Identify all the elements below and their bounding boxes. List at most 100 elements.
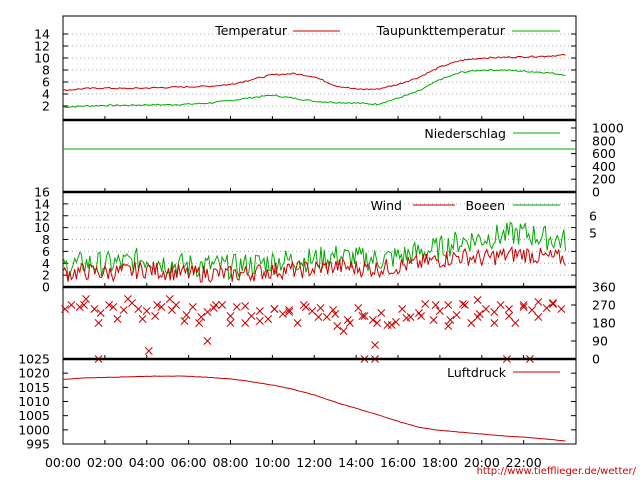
- direction-mark: [505, 305, 513, 313]
- direction-mark: [144, 347, 153, 355]
- wind-direction-y-ticks: 0 90 180 270 360: [571, 280, 616, 367]
- direction-mark: [197, 313, 206, 321]
- direction-mark: [377, 309, 386, 317]
- direction-mark: [113, 315, 122, 323]
- x-tick-label: 10:00: [254, 455, 290, 470]
- direction-mark: [431, 301, 440, 309]
- y-tick-label-right: 800: [592, 133, 616, 148]
- direction-mark: [528, 306, 536, 314]
- y-tick-label: 12: [34, 39, 50, 54]
- x-tick-label: 00:00: [45, 455, 81, 470]
- series-line-temperatur: [62, 53, 566, 92]
- direction-mark: [371, 341, 379, 349]
- legend-wind-label: Wind: [371, 198, 402, 213]
- direction-mark: [490, 319, 499, 327]
- direction-mark: [549, 300, 557, 308]
- direction-mark: [519, 301, 528, 309]
- direction-mark: [482, 305, 490, 313]
- y-tick-label-right: 200: [592, 172, 616, 187]
- direction-mark: [421, 300, 430, 308]
- y-tick-label: 6: [42, 244, 50, 259]
- direction-mark: [247, 312, 256, 320]
- direction-mark: [435, 307, 444, 315]
- y-tick-label-right: 0: [592, 352, 600, 367]
- y-tick-label-right: 600: [592, 146, 616, 161]
- direction-mark: [542, 304, 551, 312]
- wind-lines: [62, 221, 566, 283]
- direction-mark: [373, 319, 382, 327]
- direction-mark: [109, 303, 118, 311]
- x-tick-label: 18:00: [422, 455, 458, 470]
- direction-mark: [94, 319, 103, 327]
- direction-mark: [496, 301, 505, 309]
- direction-mark: [75, 303, 84, 311]
- legend-temperatur-label: Temperatur: [214, 23, 288, 38]
- direction-mark: [329, 306, 338, 314]
- direction-mark: [473, 296, 482, 304]
- direction-mark: [285, 306, 294, 314]
- direction-mark: [316, 304, 325, 312]
- direction-mark: [151, 312, 160, 320]
- direction-mark: [165, 295, 174, 303]
- direction-mark: [67, 301, 76, 309]
- series-line-boeen: [62, 221, 566, 281]
- direction-mark: [331, 310, 340, 318]
- y-tick-label: 2: [42, 99, 50, 114]
- direction-mark: [461, 301, 469, 309]
- direction-mark: [354, 304, 363, 312]
- pressure-lines: [62, 375, 566, 442]
- direction-mark: [90, 305, 99, 313]
- direction-mark: [226, 319, 235, 327]
- legend-taupunkt-label: Taupunkttemperatur: [376, 23, 506, 38]
- direction-mark: [444, 322, 453, 330]
- y-tick-label: 14: [34, 196, 50, 211]
- direction-mark: [255, 307, 264, 315]
- y-tick-label: 1025: [18, 352, 50, 367]
- direction-mark: [285, 308, 294, 316]
- wind-direction-panel: 0 90 180 270 360: [61, 280, 616, 367]
- direction-mark: [446, 316, 455, 324]
- direction-mark: [138, 315, 147, 323]
- x-tick-label: 14:00: [338, 455, 374, 470]
- y-tick-label: 4: [42, 256, 50, 271]
- y-tick-label: 14: [34, 27, 50, 42]
- direction-mark: [505, 312, 513, 320]
- direction-mark: [105, 301, 114, 309]
- direction-mark: [475, 310, 484, 318]
- x-axis: 00:00 02:00 04:00 06:00 08:00 10:00 12:00 14:00…: [45, 116, 542, 470]
- y-tick-label: 1000: [18, 422, 50, 437]
- y-tick-label: 2: [42, 268, 50, 283]
- y-tick-label-right: 5: [589, 226, 597, 241]
- direction-mark: [458, 300, 467, 308]
- y-tick-label-right: 400: [592, 159, 616, 174]
- y-tick-label: 8: [42, 232, 50, 247]
- direction-mark: [264, 315, 273, 323]
- direction-mark: [123, 295, 132, 303]
- direction-mark: [299, 301, 308, 309]
- y-tick-label: 995: [26, 437, 50, 452]
- legend-boeen-label: Boeen: [465, 198, 505, 213]
- direction-mark: [203, 337, 212, 345]
- direction-mark: [314, 313, 323, 321]
- direction-mark: [241, 302, 250, 310]
- direction-mark: [339, 327, 348, 335]
- wind-direction-marks: [61, 295, 566, 363]
- x-tick-label: 20:00: [464, 455, 500, 470]
- direction-mark: [343, 316, 352, 324]
- direction-mark: [534, 313, 543, 321]
- direction-mark: [467, 319, 476, 327]
- x-tick-label: 12:00: [296, 455, 332, 470]
- direction-mark: [134, 305, 143, 313]
- y-tick-label: 16: [34, 185, 50, 200]
- direction-mark: [402, 314, 411, 322]
- x-tick-label: 02:00: [87, 455, 123, 470]
- direction-mark: [195, 319, 204, 327]
- direction-mark: [278, 310, 287, 318]
- y-tick-label-right: 180: [592, 316, 616, 331]
